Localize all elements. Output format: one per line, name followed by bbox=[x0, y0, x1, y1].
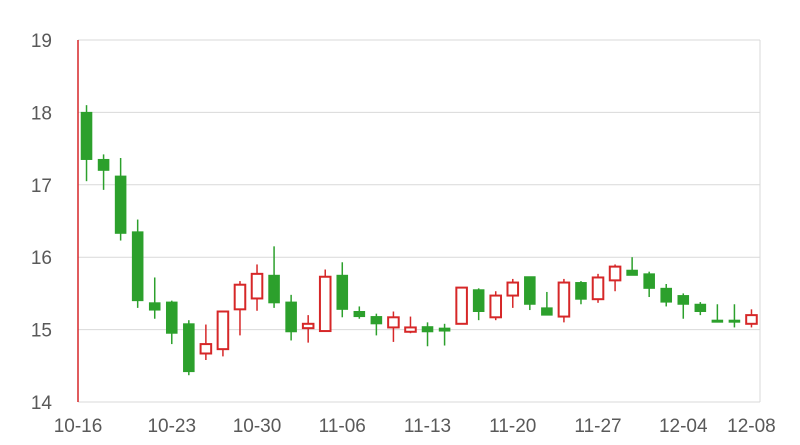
candle-body-up bbox=[387, 316, 400, 329]
x-tick-label: 11-20 bbox=[489, 416, 536, 437]
x-tick-label: 12-08 bbox=[727, 416, 776, 437]
candle-body-up bbox=[506, 281, 520, 297]
y-tick-label: 16 bbox=[31, 248, 52, 269]
candle-body-up bbox=[250, 272, 264, 300]
candle-body-up bbox=[455, 286, 468, 325]
candle-body-down bbox=[677, 295, 690, 305]
candle-body-down bbox=[421, 326, 434, 333]
candle-body-up bbox=[745, 314, 758, 325]
candle-body-up bbox=[489, 294, 503, 319]
candle-body-down bbox=[711, 319, 724, 323]
y-tick-label: 14 bbox=[31, 393, 53, 414]
candle-body-up bbox=[404, 326, 417, 333]
candle-body-down bbox=[285, 301, 297, 333]
candle-body-up bbox=[233, 283, 247, 311]
x-tick-label: 11-13 bbox=[404, 416, 451, 437]
candle-body-down bbox=[524, 276, 536, 305]
candle-body-up bbox=[199, 343, 213, 355]
candle-body-down bbox=[694, 303, 707, 313]
candle-body-down bbox=[660, 287, 673, 303]
x-tick-label: 11-27 bbox=[574, 416, 621, 437]
candle-body-down bbox=[472, 289, 485, 312]
y-tick-label: 17 bbox=[31, 176, 52, 197]
candle-body-down bbox=[643, 273, 655, 289]
y-tick-label: 19 bbox=[31, 31, 52, 52]
candle-body-down bbox=[114, 175, 127, 234]
candle-body-down bbox=[541, 307, 553, 316]
candle-body-up bbox=[608, 265, 622, 282]
y-tick-label: 15 bbox=[31, 321, 52, 342]
candle-body-up bbox=[557, 281, 571, 318]
candle-body-down bbox=[438, 327, 451, 332]
candle-body-down bbox=[626, 269, 638, 276]
candle-body-down bbox=[183, 323, 195, 373]
candle-body-up bbox=[318, 275, 332, 333]
candle-body-up bbox=[301, 322, 315, 330]
candle-body-up bbox=[216, 310, 230, 351]
y-tick-label: 18 bbox=[31, 103, 52, 124]
x-tick-label: 12-04 bbox=[659, 416, 708, 437]
x-tick-label: 11-06 bbox=[319, 416, 366, 437]
candle-body-down bbox=[80, 111, 93, 160]
x-tick-label: 10-30 bbox=[233, 416, 282, 437]
x-tick-label: 10-23 bbox=[147, 416, 196, 437]
candle-body-down bbox=[353, 311, 366, 318]
candle-body-down bbox=[336, 274, 349, 310]
candle-body-up bbox=[591, 276, 605, 301]
candle-body-down bbox=[148, 302, 161, 311]
candle-body-down bbox=[165, 301, 178, 334]
x-tick-label: 10-16 bbox=[54, 416, 103, 437]
candle-body-down bbox=[575, 282, 587, 300]
candle-body-down bbox=[268, 274, 280, 304]
candle-body-down bbox=[131, 231, 144, 302]
candle-body-down bbox=[370, 316, 383, 325]
candle-body-down bbox=[97, 158, 110, 171]
candle-body-down bbox=[728, 319, 741, 323]
